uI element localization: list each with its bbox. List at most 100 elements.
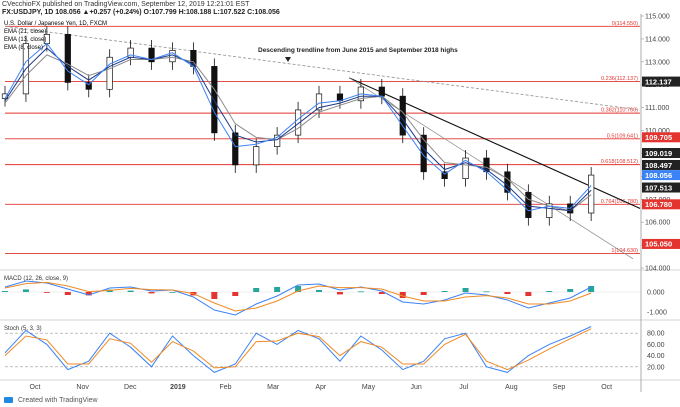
candle-body [106,56,113,90]
macd-histogram-bar [127,290,134,292]
descending-trendline [349,77,641,209]
fib-level-label: 0(114.550) [612,21,638,27]
stoch-tick-label: 80.00 [647,331,665,338]
candle-body [148,47,155,63]
macd-histogram-bar [462,288,469,292]
macd-histogram-bar [525,292,532,296]
publisher-line: CVecchioFX published on TradingView.com,… [2,1,250,8]
date-tick-label: Jun [410,384,421,391]
macd-histogram-bar [2,291,8,292]
macd-histogram-bar [336,292,343,295]
macd-histogram-bar [588,286,595,292]
macd-histogram-bar [567,289,574,292]
candle-body [420,134,427,173]
date-tick-label: Nov [76,384,89,391]
price-label-box [642,199,680,210]
price-tick-label: 115.000 [645,14,670,21]
price-label-value: 106.780 [645,200,672,209]
price-label-box [642,159,680,170]
macd-histogram-bar [441,291,448,292]
date-tick-label: Apr [315,384,327,391]
grid [0,269,680,381]
stoch-line [4,326,592,373]
macd-histogram-bar [274,287,281,292]
candle-body [315,93,323,111]
date-tick-label: Sep [553,384,566,391]
date-tick-label: Mar [267,384,280,391]
candle-body [546,203,553,218]
stoch-tick-label: 60.00 [647,342,665,349]
ema-line [4,42,592,212]
stoch-line [4,328,592,371]
fib-level-label: 0.236(112.137) [601,76,638,82]
stoch-title: Stoch (5, 3, 3) [4,326,42,332]
price-tick-label: 113.000 [645,59,670,66]
fib-level-label: 0.382(110.760) [601,108,638,114]
date-tick-label: Oct [601,384,612,391]
macd-histogram-bar [546,291,553,292]
price-label-value: 109.019 [645,149,672,158]
fib-level-label: 0.764(106.780) [601,199,638,205]
candle-body [525,192,532,218]
date-tick-label: Oct [30,384,41,391]
macd-histogram-bar [483,291,490,293]
macd-histogram-bar [148,292,155,294]
axes: 104.000105.000106.000107.000108.000109.0… [30,14,680,392]
macd-histogram-bar [22,289,29,292]
price-label-value: 107.513 [645,183,672,192]
fib-level-label: 0.5(109.641) [607,133,638,139]
macd-histogram-bar [43,292,50,293]
fib-level-label: 1(104.630) [611,248,638,254]
candle-body [441,171,448,180]
price-label-box [642,148,680,159]
macd-line [4,281,592,312]
candle-body [85,82,92,90]
candle-body [64,33,71,83]
price-tick-label: 104.000 [645,266,670,273]
date-tick-label: Feb [220,384,232,391]
macd-histogram-bar [378,292,385,294]
legend-ema8: EMA (8, close) [4,45,44,51]
price-tick-label: 110.000 [645,128,670,135]
legend-title: U.S. Dollar / Japanese Yen, 1D, FXCM [4,21,108,27]
candle-body [232,132,239,166]
date-tick-label: Aug [505,384,518,391]
stoch-tick-label: 40.00 [647,353,665,360]
macd-histogram-bar [295,286,302,292]
price-label-box [642,182,680,193]
price-label-value: 105.050 [645,240,672,249]
long-term-trendline [4,25,641,111]
price-label-value: 112.137 [645,77,672,86]
macd-histogram-bar [211,292,218,299]
price-tick-label: 114.000 [645,36,670,43]
macd-histogram-bar [85,292,92,296]
price-tick-label: 106.000 [645,220,670,227]
macd-pane: MACD (12, 26, close, 9) [2,276,640,316]
macd-histogram-bar [420,292,427,295]
macd-tick-label: -1.000 [647,310,667,317]
footer-credit[interactable]: Created with TradingView [4,397,98,404]
candle-body [274,134,281,147]
macd-histogram-bar [316,290,323,292]
price-label-box [642,132,680,143]
macd-histogram-bar [504,292,511,294]
date-tick-label: 2019 [170,384,186,391]
legend-ema21: EMA (21, close) [4,29,47,35]
price-label-value: 109.705 [645,133,672,142]
price-pane: 0(114.550) 0.236(112.137) 0.382(110.760) 0.… [1,21,641,260]
price-label-box [642,76,680,87]
macd-histogram-bar [399,292,406,298]
macd-histogram-bar [64,292,71,295]
candle-body [253,146,260,166]
fib-level-label: 0.618(108.512) [601,159,638,165]
channel-line [349,77,634,260]
price-label-value: 108.056 [645,171,672,180]
candle-body [294,109,302,136]
date-tick-label: Jul [459,384,468,391]
footer-text: Created with TradingView [17,397,98,404]
macd-title: MACD (12, 26, close, 9) [4,276,68,282]
date-tick-label: Dec [124,384,137,391]
candle-body [462,157,469,180]
macd-histogram-bar [357,291,364,293]
